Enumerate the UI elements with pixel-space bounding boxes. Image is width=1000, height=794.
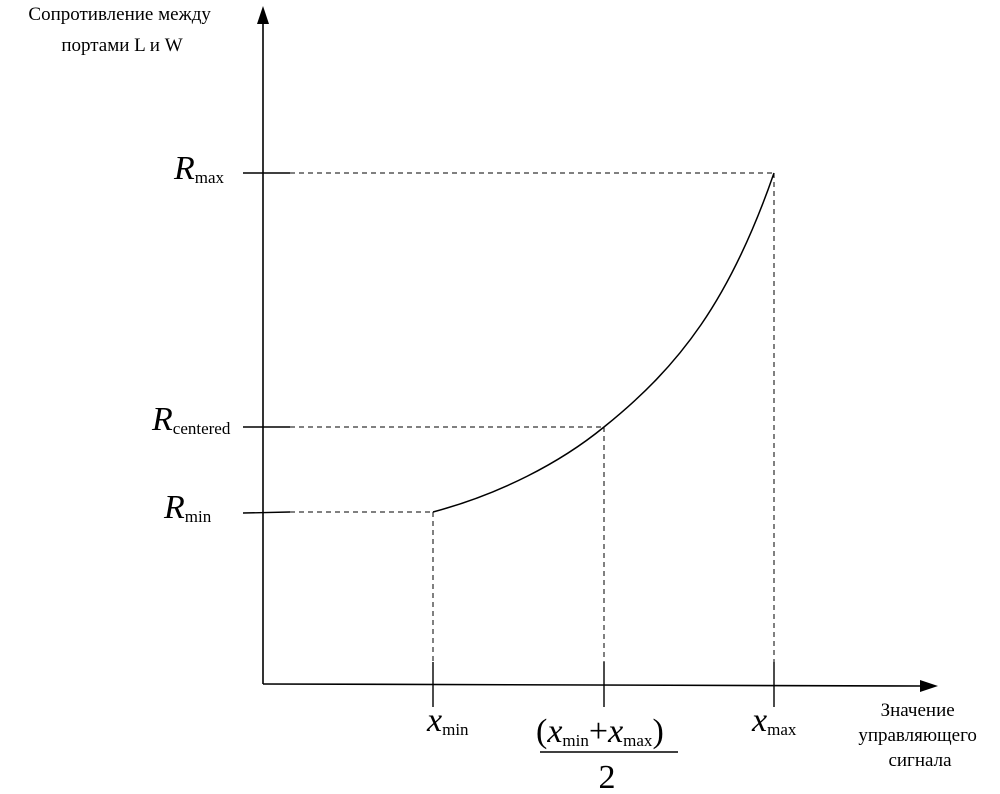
x-axis — [262, 683, 923, 687]
label-x-mid-second-subscript: max — [623, 731, 653, 750]
label-x-mid-denominator: 2 — [599, 759, 616, 789]
x-axis-title-line-2: управляющего — [858, 725, 977, 746]
resistance-curve — [432, 172, 775, 513]
x-axis-title: Значение управляющего сигнала — [858, 700, 981, 771]
label-x-min-subscript: min — [442, 720, 469, 739]
label-r-centered-subscript: centered — [173, 419, 231, 438]
y-axis-title: Сопротивление между портами L и W — [28, 4, 215, 56]
label-x-max-subscript: max — [767, 720, 797, 739]
label-r-max-symbol: R — [173, 150, 195, 187]
label-x-mid-first-symbol: x — [546, 713, 562, 750]
label-r-max-subscript: max — [195, 168, 225, 187]
label-x-max: xmax — [751, 702, 797, 739]
label-r-centered: Rcentered — [151, 401, 231, 438]
label-x-min: xmin — [426, 702, 469, 739]
label-x-min-symbol: x — [426, 702, 442, 739]
label-r-min-symbol: R — [163, 489, 185, 526]
x-axis-title-line-3: сигнала — [888, 750, 952, 771]
label-r-centered-symbol: R — [151, 401, 173, 438]
label-r-min: Rmin — [163, 489, 212, 526]
x-axis-arrow-icon — [920, 680, 938, 692]
label-r-min-subscript: min — [185, 507, 212, 526]
label-x-mid-open-paren: ( — [536, 713, 547, 750]
label-x-mid-close-paren: ) — [652, 713, 663, 750]
y-axis-arrow-icon — [257, 6, 269, 24]
label-x-mid-first-subscript: min — [562, 731, 589, 750]
y-axis-title-line-2: портами L и W — [61, 35, 182, 56]
y-axis-title-line-1: Сопротивление между — [28, 4, 211, 25]
label-x-mid-numerator: (xmin+xmax) — [536, 713, 664, 750]
tick-r-min — [242, 511, 291, 514]
label-x-mid-second-symbol: x — [607, 713, 623, 750]
label-x-max-symbol: x — [751, 702, 767, 739]
label-x-mid-plus: + — [589, 713, 608, 750]
label-r-max: Rmax — [173, 150, 225, 187]
x-axis-title-line-1: Значение — [881, 700, 955, 721]
